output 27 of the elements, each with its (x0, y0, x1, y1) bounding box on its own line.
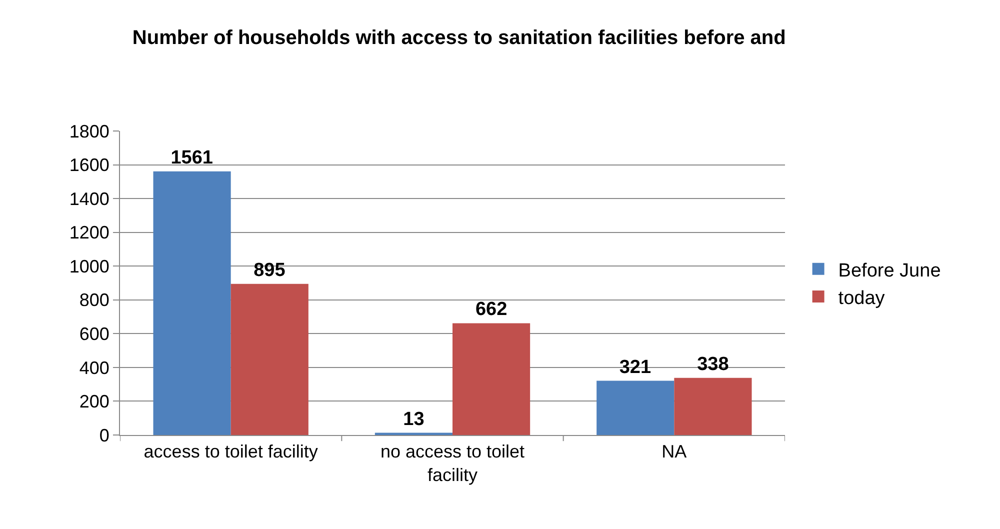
bar (153, 171, 231, 435)
x-tick-label: NA (662, 442, 687, 462)
bar (596, 380, 674, 435)
legend-label: Before June (838, 260, 941, 282)
data-label: 1561 (170, 147, 214, 168)
x-tick-label: no access to toilet facility (380, 442, 525, 485)
x-tick-label: access to toilet facility (144, 442, 318, 462)
y-tick-label: 0 (99, 425, 110, 446)
y-tick-label: 1000 (69, 256, 110, 276)
legend-label: today (838, 288, 886, 309)
y-tick-label: 600 (79, 324, 110, 344)
y-tick-label: 800 (79, 290, 110, 310)
y-tick-label: 1200 (69, 222, 110, 243)
bar (674, 378, 752, 435)
data-label: 662 (475, 299, 508, 320)
y-tick-label: 1800 (69, 121, 110, 142)
data-label: 895 (254, 260, 286, 281)
y-tick-label: 1400 (69, 188, 110, 209)
bar (452, 323, 530, 435)
bar (230, 284, 308, 435)
y-tick-label: 1600 (69, 155, 110, 176)
data-label: 338 (697, 354, 729, 375)
y-tick-label: 400 (79, 358, 110, 378)
data-label: 321 (619, 356, 652, 378)
data-label: 13 (403, 408, 424, 430)
chart-title: Number of households with access to sanitation facilities before and (132, 27, 786, 50)
y-tick-label: 200 (79, 392, 110, 412)
